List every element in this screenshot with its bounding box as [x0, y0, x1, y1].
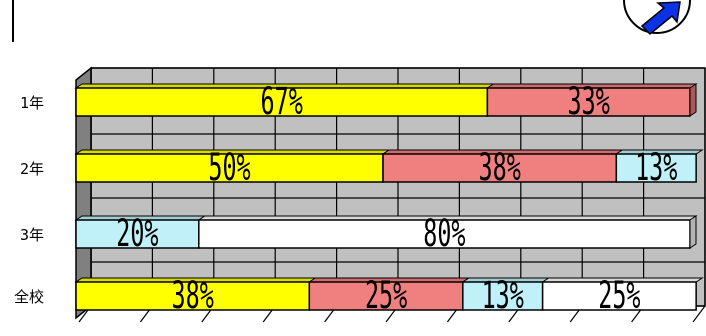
- data-label: 67%: [261, 80, 303, 123]
- bar: [308, 281, 464, 311]
- data-label: 25%: [365, 274, 407, 317]
- data-label: 13%: [482, 274, 524, 317]
- bar-segment: 13%: [461, 274, 551, 318]
- category-label: 3年: [20, 226, 44, 244]
- data-label: 33%: [568, 80, 610, 123]
- bar: [75, 87, 489, 117]
- data-label: 80%: [423, 212, 465, 255]
- left-border-line: [12, 0, 14, 42]
- data-label: 38%: [172, 274, 214, 317]
- bar: [198, 219, 691, 249]
- chart-bars: 67% 33% 50% 38% 13% 20% 80% 38% 25% 13% 25%: [74, 80, 704, 318]
- bar: [462, 281, 544, 311]
- bar-segment: 38%: [74, 274, 317, 318]
- data-label: 38%: [479, 146, 521, 189]
- bar-segment: 25%: [540, 274, 704, 318]
- bar-segment: 33%: [485, 80, 698, 124]
- data-label: 13%: [635, 146, 677, 189]
- bar-segment: 50%: [74, 146, 391, 190]
- data-label: 25%: [598, 274, 640, 317]
- floor-gridline: [692, 305, 706, 323]
- bar-segment: 38%: [381, 146, 624, 190]
- arrow-right-icon: [623, 0, 691, 36]
- data-label: 50%: [208, 146, 250, 189]
- bar-segment: 20%: [74, 212, 207, 256]
- category-label: 全校: [14, 288, 44, 306]
- bar-segment: 80%: [197, 212, 698, 256]
- bar: [382, 153, 618, 183]
- bar-end-face: [689, 215, 697, 249]
- bar: [541, 281, 697, 311]
- bar: [75, 153, 384, 183]
- next-page-button[interactable]: [622, 0, 694, 44]
- bar: [75, 281, 311, 311]
- bar-segment: 13%: [614, 146, 704, 190]
- bar-segment: 67%: [74, 80, 496, 124]
- category-label: 2年: [20, 160, 44, 178]
- category-label: 1年: [20, 94, 44, 112]
- data-label: 20%: [116, 212, 158, 255]
- bar: [615, 153, 697, 183]
- bar-end-face: [689, 83, 697, 117]
- bar-segment: 25%: [307, 274, 471, 318]
